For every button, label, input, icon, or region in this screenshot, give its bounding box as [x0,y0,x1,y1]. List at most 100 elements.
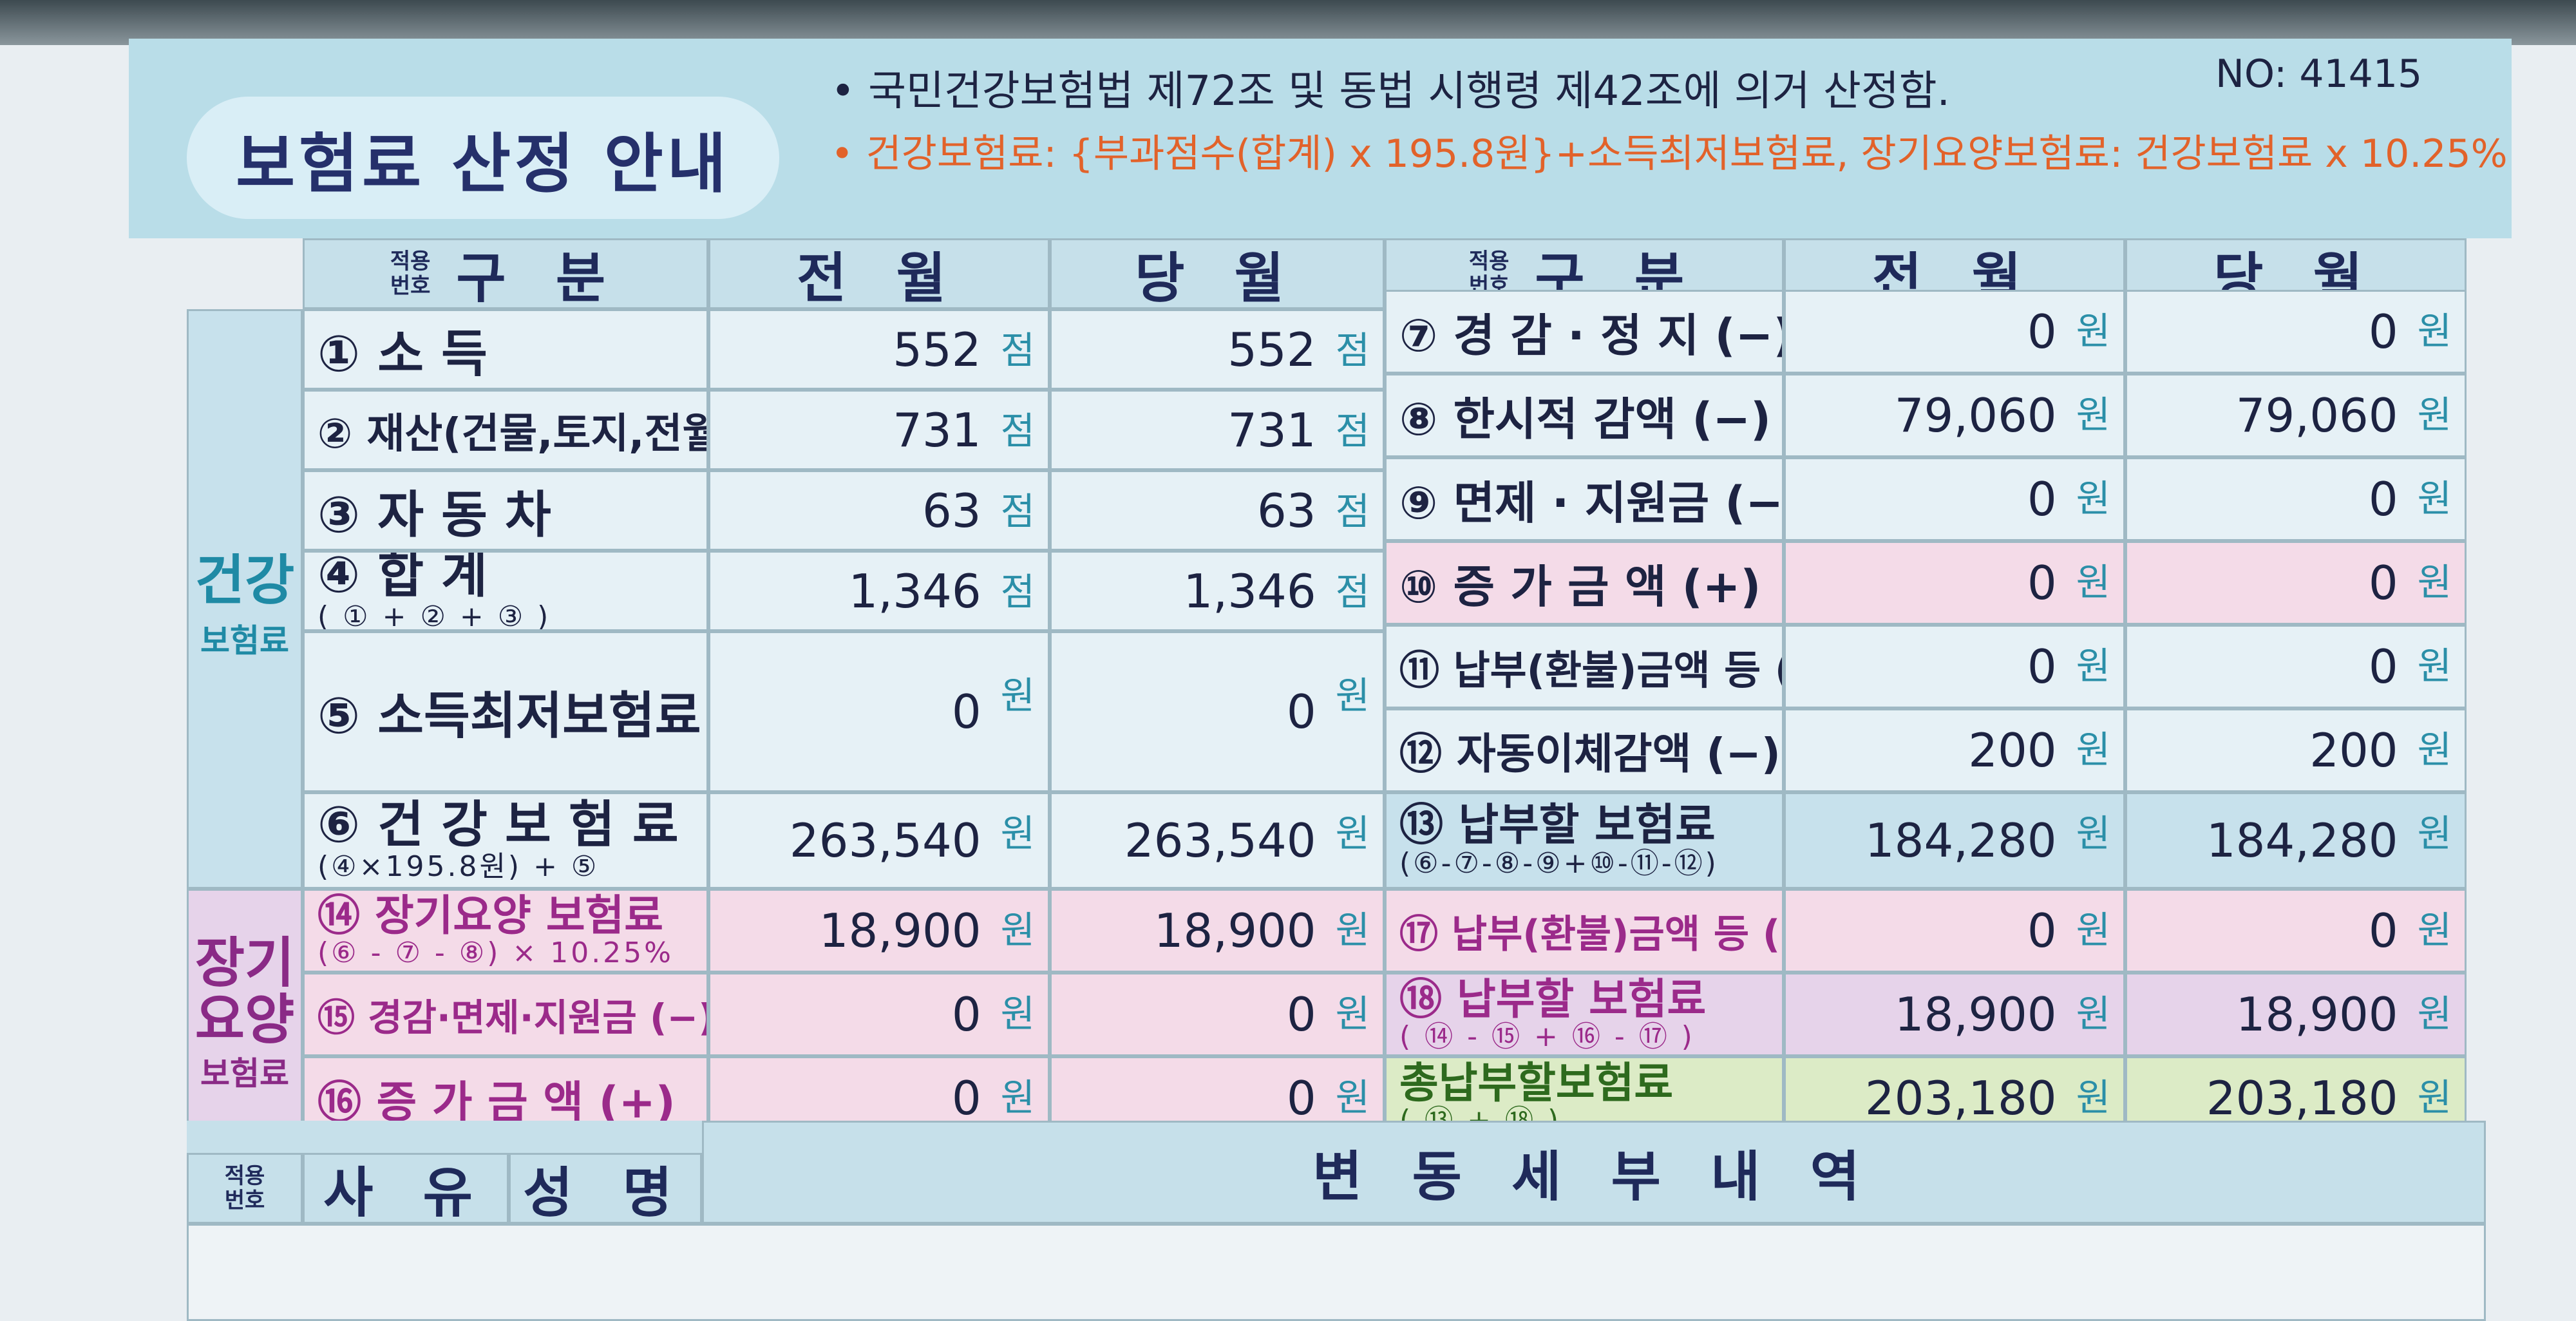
unit: 점 [1335,489,1370,533]
value-total-points-curr: 1,346 점 [1050,551,1385,631]
ltc-section-title-1: 장기 [194,931,295,994]
label-text: 총납부할보험료 [1399,1058,1674,1108]
amount: 0 [2368,904,2398,958]
amount: 0 [2368,640,2398,694]
amount: 0 [2027,556,2057,610]
unit: 원 [2417,992,2452,1036]
unit: 원 [1335,674,1370,718]
amount: 0 [2027,472,2057,526]
amount: 63 [922,483,981,538]
label-text: ⑬ 납부할 보험료 [1399,800,1716,851]
label-text: ⑱ 납부할 보험료 [1399,974,1707,1025]
label-exemption-support: ⑨ 면제 · 지원금 (−) [1385,457,1784,541]
unit: 원 [1000,992,1035,1036]
amount: 0 [2368,472,2398,526]
amount: 0 [1286,987,1316,1041]
unit: 원 [1000,908,1035,952]
top-shadow [0,0,2576,45]
label-ltc-payable: ⑱ 납부할 보험료( ⑭ - ⑮ + ⑯ - ⑰ ) [1385,973,1784,1056]
label-vehicle: ③ 자 동 차 [303,470,708,551]
unit: 점 [1000,328,1035,372]
amount: 0 [1286,685,1316,739]
left-category-header: 적용 번호 구 분 [303,238,708,309]
legal-basis-note: • 국민건강보험법 제72조 및 동법 시행령 제42조에 의거 산정함. [831,68,1950,115]
amount: 79,060 [1894,388,2057,442]
unit: 원 [2417,908,2452,952]
label-formula: (④×195.8원) + ⑤ [317,850,600,883]
label-text: ⑥ 건 강 보 험 료 [317,795,679,854]
reason-header: 사 유 [303,1153,509,1224]
amount: 0 [1286,1071,1316,1125]
unit: 원 [2076,992,2110,1036]
label-autopay-discount: ⑫ 자동이체감액 (−) [1385,708,1784,792]
label-text: ⑭ 장기요양 보험료 [317,891,663,941]
unit: 점 [1000,570,1035,614]
unit: 원 [1335,992,1370,1036]
amount: 1,346 [1183,564,1316,618]
amount: 18,900 [1894,987,2057,1041]
amount: 79,060 [2235,388,2398,442]
label-total-points: ④ 합 계( ① + ② + ③ ) [303,551,708,631]
health-section-title: 건강 [194,548,295,612]
amount: 203,180 [1864,1071,2057,1125]
amount: 184,280 [2206,813,2398,868]
unit: 원 [2076,393,2110,437]
unit: 원 [2417,1076,2452,1119]
value-property-curr: 731 점 [1050,390,1385,470]
unit: 점 [1335,328,1370,372]
label-formula: (⑥-⑦-⑧-⑨+⑩-⑪-⑫) [1399,846,1719,880]
value-ltc-premium-curr: 18,900 원 [1050,889,1385,973]
value-ltc-payable-curr: 18,900 원 [2125,973,2467,1056]
amount: 0 [2027,305,2057,359]
formula-note: • 건강보험료: {부과점수(합계) x 195.8원}+소득최저보험료, 장기… [831,131,2508,176]
value-autopay-discount-curr: 200 원 [2125,708,2467,792]
footer-tag-header: 적용 번호 [187,1153,303,1224]
value-health-payable-curr: 184,280 원 [2125,792,2467,889]
value-vehicle-prev: 63 점 [708,470,1050,551]
amount: 731 [893,403,981,457]
label-health-premium: ⑥ 건 강 보 험 료 (④×195.8원) + ⑤ [303,792,708,889]
label-temporary-reduction: ⑧ 한시적 감액 (−) [1385,374,1784,457]
label-formula: (⑥ - ⑦ - ⑧) × 10.25% [317,936,674,969]
label-reduction-suspension: ⑦ 경 감 · 정 지 (−) [1385,290,1784,374]
unit: 원 [2417,560,2452,604]
unit: 원 [2417,812,2452,855]
unit: 원 [2076,477,2110,520]
amount: 263,540 [1124,813,1316,868]
unit: 원 [2076,908,2110,952]
page-title: 보험료 산정 안내 [187,97,779,219]
amount: 0 [2368,556,2398,610]
amount: 0 [951,1071,981,1125]
amount: 0 [951,685,981,739]
amount: 184,280 [1864,813,2057,868]
unit: 원 [2417,644,2452,688]
left-category-header-label: 구 분 [456,246,621,309]
value-health-premium-prev: 263,540 원 [708,792,1050,889]
ltc-section-sub: 보험료 [200,1055,289,1093]
value-autopay-discount-prev: 200 원 [1784,708,2125,792]
amount: 0 [951,987,981,1041]
label-ltc-reduction: ⑮ 경감·면제·지원금 (−) [303,973,708,1056]
name-header: 성 명 [509,1153,702,1224]
label-formula: ( ① + ② + ③ ) [317,600,551,631]
left-curr-header: 당 월 [1050,238,1385,309]
health-insurance-section-label: 건강 보험료 [187,309,303,889]
change-details-header: 변 동 세 부 내 역 [702,1121,2486,1224]
amount: 0 [2368,305,2398,359]
unit: 원 [1000,674,1035,718]
value-health-payable-prev: 184,280 원 [1784,792,2125,889]
unit: 원 [2076,560,2110,604]
unit: 원 [2076,1076,2110,1119]
label-ltc-premium: ⑭ 장기요양 보험료 (⑥ - ⑦ - ⑧) × 10.25% [303,889,708,973]
document-number: NO: 41415 [2215,52,2423,97]
amount: 203,180 [2206,1071,2398,1125]
